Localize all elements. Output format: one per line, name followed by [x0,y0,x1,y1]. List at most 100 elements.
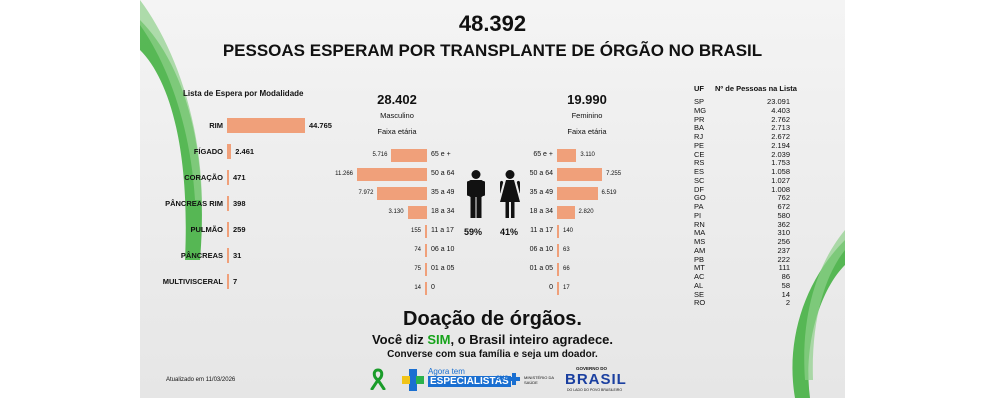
female-age-label: 01 a 05 [529,265,553,272]
male-age-bar [407,206,427,219]
organ-label: PÂNCREAS [180,251,223,260]
uf-code: AM [694,245,706,255]
male-age-bar [425,282,427,295]
organ-label: PULMÃO [190,225,224,234]
male-age-label: Faixa etária [377,127,417,136]
organ-bar [227,274,229,289]
male-age-label: 35 a 49 [431,189,455,196]
female-age-bar [557,225,559,238]
uf-code: CE [694,149,705,159]
organ-value: 44.765 [309,121,332,130]
uf-code: RS [694,158,705,168]
uf-value: 580 [777,210,790,220]
male-age-value: 155 [410,228,421,234]
uf-code: PE [694,140,705,150]
uf-code: SC [694,175,705,185]
organ-value: 259 [233,225,246,234]
count-column-header: Nº de Pessoas na Lista [715,84,797,93]
uf-value: 2.039 [771,149,790,159]
logo-brasil: BRASIL [565,371,627,388]
female-age-bar [557,244,559,257]
logo-tagline: DO LADO DO POVO BRASILEIRO [567,388,623,392]
organ-value: 31 [233,251,242,260]
uf-code: PA [694,202,704,211]
uf-table-row: AC 86 [694,272,790,281]
organ-bar [227,118,305,133]
uf-value: 362 [777,219,790,229]
female-age-label: 50 a 64 [529,170,553,177]
female-age-label: 65 e + [533,151,553,158]
uf-table-row: AM 237 [694,246,790,255]
uf-value: 2.762 [771,114,790,124]
female-age-value: 63 [563,247,570,253]
uf-code: PB [694,254,705,264]
uf-value: 237 [777,245,790,255]
female-age-bar [557,149,577,162]
footer-line-1-start: Você diz [371,332,428,347]
female-age-bar [557,282,559,295]
female-total: 19.990 [567,92,607,107]
logo-governo-do: GOVERNO DO [576,366,608,371]
male-age-bar [377,187,427,200]
female-age-label: Faixa etária [567,127,607,136]
male-age-label: 01 a 05 [431,265,455,272]
uf-code: PR [694,114,705,124]
uf-code: BA [694,123,705,133]
female-age-label: 18 a 34 [529,208,553,215]
organ-bar [227,222,229,237]
footer-sim-highlight: SIM [427,332,451,347]
green-swoosh-left-decoration [140,0,202,260]
male-age-bar [425,263,427,276]
background-panel [140,0,845,398]
male-age-value: 74 [414,247,421,253]
male-age-value: 3.130 [388,209,404,215]
uf-value: 222 [777,254,790,264]
female-age-label: 35 a 49 [529,189,553,196]
uf-value: 310 [777,228,790,238]
uf-table-row: PB 222 [694,255,790,264]
uf-value: 1.008 [771,184,790,194]
male-age-value: 11.266 [335,171,353,177]
logo-ministerio: MINISTÉRIO DA SAÚDE [524,375,554,385]
uf-table-row: MA 310 [694,228,790,237]
female-age-bar [557,206,575,219]
male-age-value: 5.716 [372,152,388,158]
uf-table-row: CE 2.039 [694,150,790,159]
uf-value: 2 [785,298,790,308]
male-age-label: 50 a 64 [431,170,455,177]
uf-value: 14 [781,289,790,299]
organ-label: PÂNCREAS RIM [165,199,223,208]
green-ribbon-icon [370,368,386,390]
uf-table-row: SP 23.091 [694,97,790,106]
organ-value: 398 [233,199,246,208]
uf-value: 111 [778,263,790,273]
total-waiting-count: 48.392 [458,11,527,36]
uf-code: MA [694,228,706,238]
uf-value: 1.027 [771,175,790,185]
uf-table-row: MG 4.403 [694,106,790,115]
uf-table-row: MT 111 [694,263,790,272]
uf-table-row: SC 1.027 [694,176,790,185]
uf-table-row: GO 762 [694,193,790,202]
uf-code: DF [694,184,704,194]
uf-value: 2.194 [771,140,790,150]
footer-line-1-end: , o Brasil inteiro agradece. [450,332,614,347]
organ-value: 2.461 [235,147,255,156]
uf-table-row: MS 256 [694,237,790,246]
uf-table-row: PR 2.762 [694,115,790,124]
footer-line-1: Você diz SIM, o Brasil inteiro agradece. [140,332,845,347]
organ-value: 471 [233,173,246,182]
uf-code: PI [694,210,702,220]
uf-value: 762 [777,193,790,203]
male-percent: 59% [464,227,483,237]
uf-code: SE [694,289,705,299]
male-age-label: 18 a 34 [431,208,455,215]
logo-agora-tem: Agora tem [428,367,465,376]
uf-value: 58 [781,280,790,290]
uf-value: 672 [777,202,790,211]
male-age-label: 11 a 17 [431,227,454,234]
uf-code: MS [694,237,706,246]
uf-code: MT [694,263,705,273]
male-age-value: 14 [414,285,421,291]
